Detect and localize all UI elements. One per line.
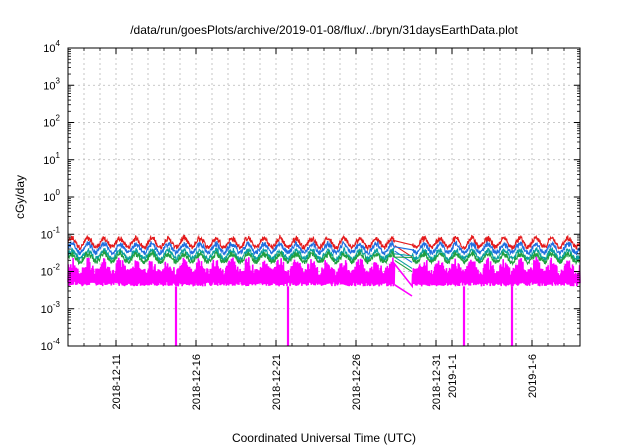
y-tick-label: 103 bbox=[43, 76, 60, 92]
x-tick-label: 2018-12-31 bbox=[431, 354, 443, 410]
x-tick-label: 2018-12-26 bbox=[351, 354, 363, 410]
chart-title: /data/run/goesPlots/archive/2019-01-08/f… bbox=[130, 23, 518, 37]
x-axis: 2018-12-11 2018-12-16 2018-12-21 2018-12-26… bbox=[67, 48, 581, 410]
y-axis: 10-4 10-3 10-2 10-1 100 101 102 103 104 bbox=[41, 39, 580, 353]
x-axis-label: Coordinated Universal Time (UTC) bbox=[232, 431, 416, 445]
y-tick-label: 10-2 bbox=[41, 263, 61, 279]
x-tick-label: 2018-12-21 bbox=[271, 354, 283, 410]
y-tick-label: 10-1 bbox=[41, 225, 61, 241]
series-line bbox=[67, 248, 581, 273]
y-tick-label: 104 bbox=[43, 39, 60, 55]
grid bbox=[67, 47, 581, 347]
y-tick-label: 10-3 bbox=[41, 300, 61, 316]
y-axis-label: cGy/day bbox=[13, 175, 27, 219]
series-line bbox=[67, 246, 581, 269]
series-line bbox=[67, 256, 581, 297]
y-tick-label: 10-4 bbox=[41, 337, 61, 353]
x-tick-label: 2018-12-11 bbox=[111, 354, 123, 409]
y-tick-label: 102 bbox=[43, 114, 60, 130]
y-tick-label: 101 bbox=[43, 151, 60, 167]
y-tick-label: 100 bbox=[43, 188, 60, 204]
series-layer bbox=[67, 234, 581, 346]
x-tick-label: 2019-1-6 bbox=[527, 354, 539, 398]
x-tick-label: 2018-12-16 bbox=[191, 354, 203, 410]
x-tick-label: 2019-1-1 bbox=[447, 354, 459, 398]
